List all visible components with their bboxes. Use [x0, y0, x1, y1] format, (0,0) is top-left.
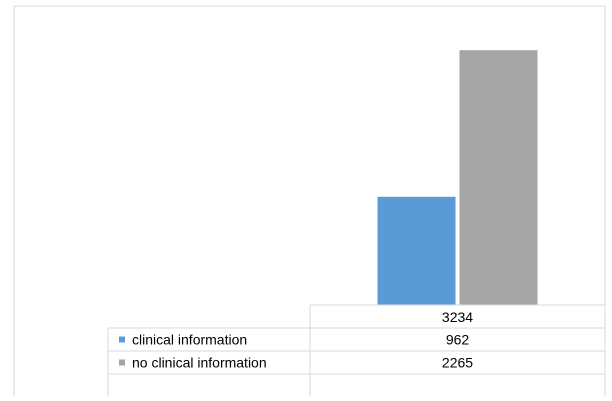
bar-no-clinical-information	[459, 50, 538, 306]
legend-label: no clinical information	[132, 355, 267, 371]
bar-clinical-information	[377, 196, 456, 305]
legend-key-clinical-information	[119, 336, 125, 343]
category-label: 3234	[442, 309, 473, 325]
legend-key-no-clinical-information	[119, 359, 125, 366]
data-label: 2265	[442, 355, 473, 371]
legend-label: clinical information	[132, 332, 247, 348]
chart-border	[13, 5, 606, 396]
data-label: 962	[446, 332, 470, 348]
